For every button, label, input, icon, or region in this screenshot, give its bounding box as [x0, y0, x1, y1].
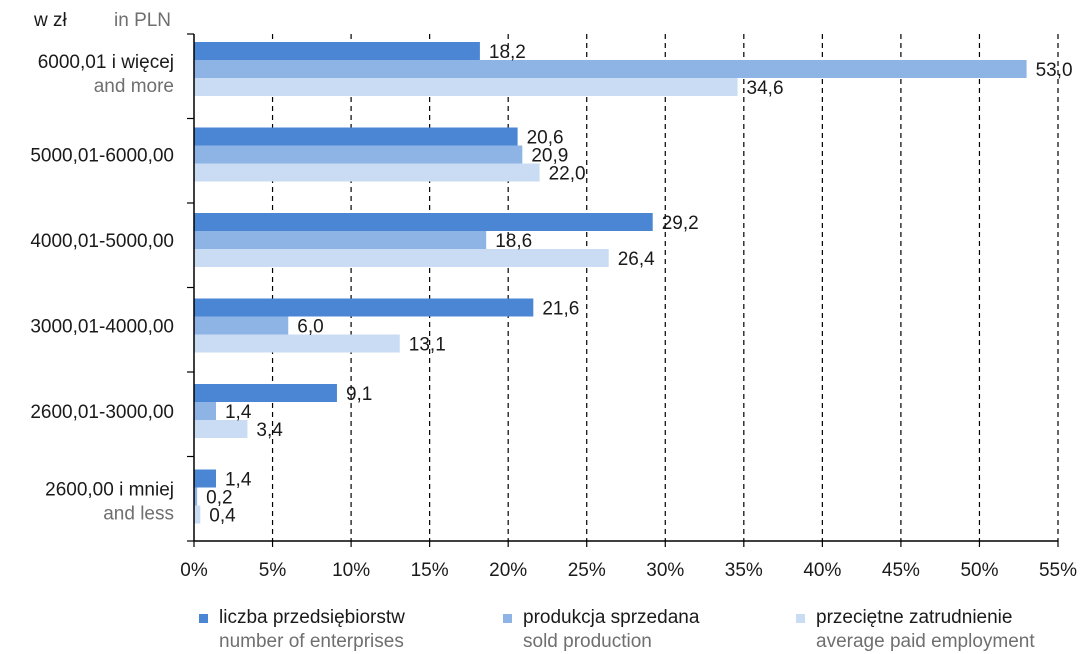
category-label: 5000,01-6000,00 [30, 146, 174, 167]
x-tick-label: 10% [332, 560, 370, 581]
legend-swatch [503, 613, 512, 623]
data-label: 20,9 [531, 146, 568, 167]
legend-label-en: average paid employment [816, 631, 1035, 652]
data-label: 20,6 [527, 128, 564, 149]
bar [194, 60, 1027, 78]
bar [194, 163, 540, 182]
category-label: 3000,01-4000,00 [30, 317, 174, 338]
legend-label-pl: produkcja sprzedana [523, 607, 700, 628]
gridlines [193, 34, 1059, 547]
legend-swatch [796, 613, 805, 623]
category-label-en: and less [103, 504, 174, 525]
x-tick-label: 15% [411, 560, 449, 581]
bar [194, 334, 400, 353]
data-label: 53,0 [1036, 60, 1073, 81]
bar [194, 384, 337, 402]
data-label: 0,2 [206, 488, 232, 509]
unit-label-en: in PLN [114, 10, 171, 31]
bar [194, 469, 216, 488]
bar [194, 231, 487, 249]
legend-item-enterprises: liczba przedsiębiorstw number of enterpr… [199, 606, 405, 654]
bar [194, 78, 738, 96]
unit-label-pl: w zł [33, 10, 68, 31]
bars [194, 42, 1027, 524]
category-label: 2600,00 i mniej [45, 480, 174, 501]
x-tick-label: 35% [725, 560, 763, 581]
legend-label-en: number of enterprises [219, 631, 404, 652]
bar [194, 402, 216, 420]
data-label: 1,4 [225, 470, 252, 491]
data-label: 13,1 [409, 335, 446, 356]
legend-label-en: sold production [523, 631, 652, 652]
bar [194, 487, 198, 506]
data-label: 3,4 [256, 420, 283, 441]
data-label: 21,6 [542, 299, 579, 320]
bar [194, 316, 289, 335]
data-label: 0,4 [209, 506, 236, 527]
legend-item-sold-production: produkcja sprzedana sold production [503, 606, 699, 654]
x-tick-label: 40% [803, 560, 841, 581]
value-labels: 18,2 53,0 34,6 20,620,922,0 29,2 18,6 26,4 21,6… [206, 42, 1072, 527]
bar [194, 505, 201, 524]
legend-label-pl: przeciętne zatrudnienie [816, 607, 1013, 628]
bar [194, 213, 653, 231]
x-tick-label: 5% [259, 560, 287, 581]
data-label: 9,1 [346, 384, 372, 405]
bar [194, 420, 248, 438]
category-label-en: and more [94, 76, 174, 97]
x-tick-label: 45% [882, 560, 920, 581]
legend-swatch [199, 613, 208, 623]
x-tick-labels: 0% 5% 10% 15% 20% 25% 30% 35% 40% 45% 50% 55% [180, 560, 1077, 581]
data-label: 22,0 [549, 164, 586, 185]
x-tick-label: 25% [568, 560, 606, 581]
legend-label-pl: liczba przedsiębiorstw [219, 607, 405, 628]
bar-chart: w zł in PLN 18,2 53,0 34,6 20,620,922,0 29,2… [30, 10, 1077, 581]
category-labels: 6000,01 i więcej and more 5000,01-6000,00 4… [30, 52, 174, 525]
axes [187, 33, 1058, 542]
data-label: 18,6 [495, 231, 532, 252]
data-label: 18,2 [489, 42, 526, 63]
category-label: 6000,01 i więcej [38, 52, 174, 73]
x-tick-label: 0% [180, 560, 208, 581]
category-label: 2600,01-3000,00 [30, 402, 174, 423]
x-tick-label: 50% [960, 560, 998, 581]
bar [194, 145, 523, 164]
bar [194, 298, 534, 317]
bar [194, 249, 609, 267]
data-label: 29,2 [662, 213, 699, 234]
bar [194, 42, 480, 60]
data-label: 34,6 [747, 78, 784, 99]
x-tick-label: 20% [489, 560, 527, 581]
bar [194, 127, 518, 146]
data-label: 6,0 [297, 317, 323, 338]
category-label: 4000,01-5000,00 [30, 231, 174, 252]
data-label: 26,4 [618, 249, 655, 270]
data-label: 1,4 [225, 402, 252, 423]
x-tick-label: 30% [646, 560, 684, 581]
x-tick-label: 55% [1039, 560, 1077, 581]
legend-item-employment: przeciętne zatrudnienie average paid emp… [796, 606, 1035, 654]
